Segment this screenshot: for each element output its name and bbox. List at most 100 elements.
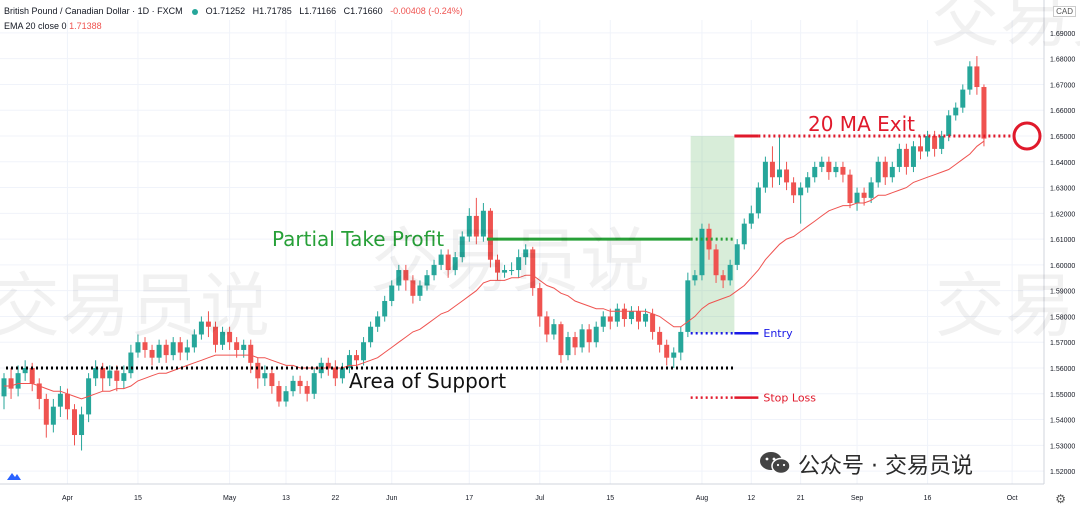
y-tick-label: 1.67000: [1050, 82, 1075, 89]
candle: [480, 203, 486, 242]
candle-body: [100, 368, 106, 379]
candle: [713, 244, 719, 283]
take-profit-label: Partial Take Profit: [272, 227, 444, 251]
candle: [170, 337, 176, 361]
ohlc-change: -0.00408 (-0.24%): [390, 6, 463, 16]
candle: [135, 334, 141, 358]
ohlc-high: H1.71785: [252, 6, 292, 16]
candle-body: [43, 398, 49, 425]
candle: [142, 337, 148, 358]
candle: [671, 347, 677, 368]
y-tick-label: 1.66000: [1050, 108, 1075, 115]
candle-body: [812, 166, 818, 178]
candle: [600, 311, 606, 332]
candle: [43, 393, 49, 438]
candle: [720, 270, 726, 289]
exit-circle: [1012, 121, 1042, 151]
candle-body: [509, 270, 515, 272]
candle: [833, 161, 839, 178]
candle: [819, 156, 825, 173]
candle: [614, 303, 620, 327]
candle: [304, 380, 310, 402]
tradingview-logo-icon[interactable]: [6, 470, 22, 482]
candle: [339, 362, 345, 384]
market-status-icon: [192, 8, 199, 15]
candle: [276, 380, 282, 407]
candle-body: [918, 146, 923, 152]
candle: [889, 161, 895, 183]
candle: [213, 321, 218, 353]
candle-body: [727, 264, 733, 281]
candle-body: [332, 368, 338, 379]
candle-body: [826, 161, 832, 173]
candle: [586, 324, 592, 353]
candle-body: [431, 264, 437, 276]
candle-body: [417, 285, 423, 296]
x-tick-label: Sep: [851, 495, 864, 502]
candle: [255, 357, 261, 389]
candle: [424, 270, 430, 291]
candle-body: [1, 378, 7, 397]
candle: [502, 264, 508, 278]
candle: [593, 321, 599, 348]
settings-gear-icon[interactable]: ⚙: [1055, 492, 1066, 506]
candle: [184, 339, 190, 361]
candle-body: [8, 378, 14, 389]
candle: [784, 161, 790, 191]
candle-body: [706, 228, 712, 250]
candle: [361, 337, 367, 366]
candle: [734, 239, 740, 271]
y-tick-label: 1.69000: [1050, 31, 1075, 38]
candle: [664, 339, 670, 366]
candle-body: [798, 187, 804, 196]
symbol-header: British Pound / Canadian Dollar · 1D · F…: [4, 6, 468, 16]
candle: [128, 344, 134, 379]
x-tick-label: Jun: [386, 495, 397, 502]
candle: [114, 365, 120, 392]
x-tick-label: Oct: [1007, 495, 1018, 502]
candle-body: [819, 161, 825, 167]
candle: [769, 146, 775, 188]
candle-body: [163, 344, 169, 356]
candle-body: [720, 275, 726, 281]
candle: [445, 249, 451, 278]
candle-body: [657, 331, 663, 345]
candle-body: [354, 355, 359, 361]
candle: [156, 339, 162, 363]
candle: [910, 141, 916, 173]
x-tick-label: 16: [924, 495, 932, 502]
candle-body: [466, 215, 472, 237]
candle-body: [551, 324, 557, 335]
x-tick-label: Apr: [62, 495, 74, 502]
candle: [805, 172, 811, 193]
time-axis[interactable]: Apr 15 May 13 22 Jun 17 Jul 15 Aug 12 21 Sep 16 Oct: [0, 483, 1044, 502]
candle-body: [149, 349, 155, 358]
candle: [882, 156, 888, 185]
candle-body: [621, 308, 627, 320]
candle-body: [304, 386, 310, 394]
candle: [248, 339, 254, 374]
candle-body: [72, 409, 77, 436]
candle-body: [396, 270, 402, 286]
candle-body: [769, 161, 775, 178]
candle-body: [664, 344, 670, 358]
candle-body: [896, 148, 902, 167]
candle-body: [671, 352, 677, 358]
indicator-legend[interactable]: EMA 20 close 0 1.71388: [4, 21, 102, 31]
symbol-title[interactable]: British Pound / Canadian Dollar · 1D · F…: [4, 6, 183, 16]
candle: [375, 311, 381, 332]
candle-body: [424, 275, 430, 286]
candle: [579, 324, 585, 353]
candle: [50, 398, 56, 433]
candle: [551, 319, 557, 340]
candle-body: [833, 166, 839, 173]
candle-body: [255, 362, 261, 379]
candle-body: [410, 280, 416, 296]
candle: [389, 280, 395, 307]
x-tick-label: 21: [797, 495, 805, 502]
price-axis[interactable]: 1.69000 1.68000 1.67000 1.66000 1.65000 1.640…: [1043, 0, 1075, 484]
candle-body: [628, 311, 634, 320]
candle: [544, 311, 550, 343]
candle: [269, 368, 275, 394]
